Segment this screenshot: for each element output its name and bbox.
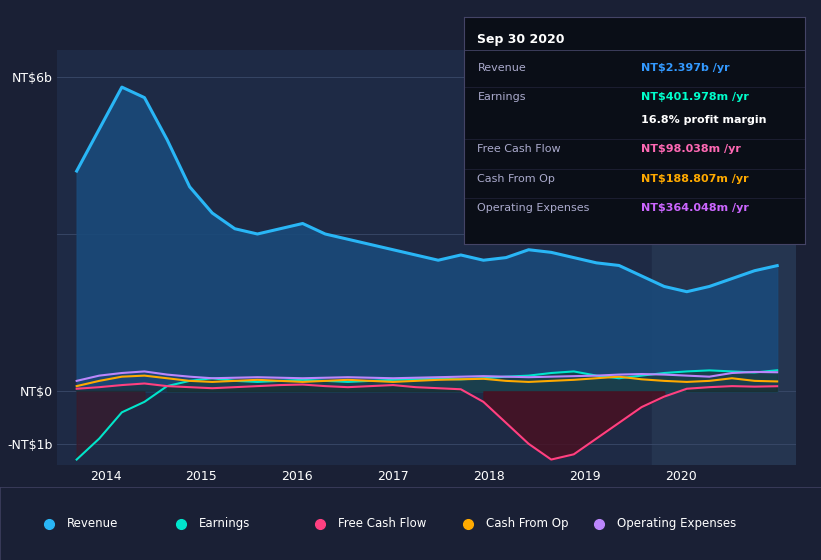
- Text: Operating Expenses: Operating Expenses: [478, 203, 589, 213]
- Text: Sep 30 2020: Sep 30 2020: [478, 32, 565, 46]
- Text: Earnings: Earnings: [199, 517, 250, 530]
- Text: NT$364.048m /yr: NT$364.048m /yr: [641, 203, 749, 213]
- Text: Revenue: Revenue: [67, 517, 119, 530]
- Text: Free Cash Flow: Free Cash Flow: [478, 144, 561, 155]
- Text: 16.8% profit margin: 16.8% profit margin: [641, 115, 767, 125]
- Text: NT$98.038m /yr: NT$98.038m /yr: [641, 144, 741, 155]
- Text: Cash From Op: Cash From Op: [478, 174, 555, 184]
- Text: Operating Expenses: Operating Expenses: [617, 517, 736, 530]
- Text: Revenue: Revenue: [478, 63, 526, 73]
- Bar: [653, 50, 796, 465]
- Text: Earnings: Earnings: [478, 92, 526, 102]
- Text: NT$401.978m /yr: NT$401.978m /yr: [641, 92, 749, 102]
- Text: Free Cash Flow: Free Cash Flow: [338, 517, 427, 530]
- Text: NT$188.807m /yr: NT$188.807m /yr: [641, 174, 749, 184]
- Text: NT$2.397b /yr: NT$2.397b /yr: [641, 63, 730, 73]
- Text: Cash From Op: Cash From Op: [486, 517, 568, 530]
